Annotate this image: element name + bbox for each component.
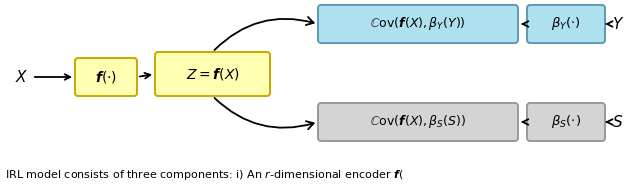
FancyArrowPatch shape <box>214 98 314 129</box>
FancyBboxPatch shape <box>527 5 605 43</box>
Text: $Z = \boldsymbol{f}(X)$: $Z = \boldsymbol{f}(X)$ <box>186 66 239 82</box>
Text: IRL model consists of three components: i) An $r$-dimensional encoder $\boldsymb: IRL model consists of three components: … <box>5 168 404 182</box>
FancyBboxPatch shape <box>318 103 518 141</box>
Text: $\mathbb{C}\mathrm{ov}(\boldsymbol{f}(X), \beta_Y(Y))$: $\mathbb{C}\mathrm{ov}(\boldsymbol{f}(X)… <box>370 16 466 32</box>
FancyArrowPatch shape <box>214 17 314 50</box>
FancyBboxPatch shape <box>527 103 605 141</box>
Text: $Y$: $Y$ <box>612 16 624 32</box>
FancyBboxPatch shape <box>75 58 137 96</box>
Text: $S$: $S$ <box>612 114 623 130</box>
Text: $\mathbb{C}\mathrm{ov}(\boldsymbol{f}(X), \beta_S(S))$: $\mathbb{C}\mathrm{ov}(\boldsymbol{f}(X)… <box>370 113 466 131</box>
Text: $\beta_S(\cdot)$: $\beta_S(\cdot)$ <box>551 113 581 131</box>
Text: $X$: $X$ <box>15 69 29 85</box>
Text: $\beta_Y(\cdot)$: $\beta_Y(\cdot)$ <box>551 16 581 32</box>
FancyBboxPatch shape <box>318 5 518 43</box>
Text: $\boldsymbol{f}(\cdot)$: $\boldsymbol{f}(\cdot)$ <box>95 69 117 85</box>
FancyBboxPatch shape <box>155 52 270 96</box>
